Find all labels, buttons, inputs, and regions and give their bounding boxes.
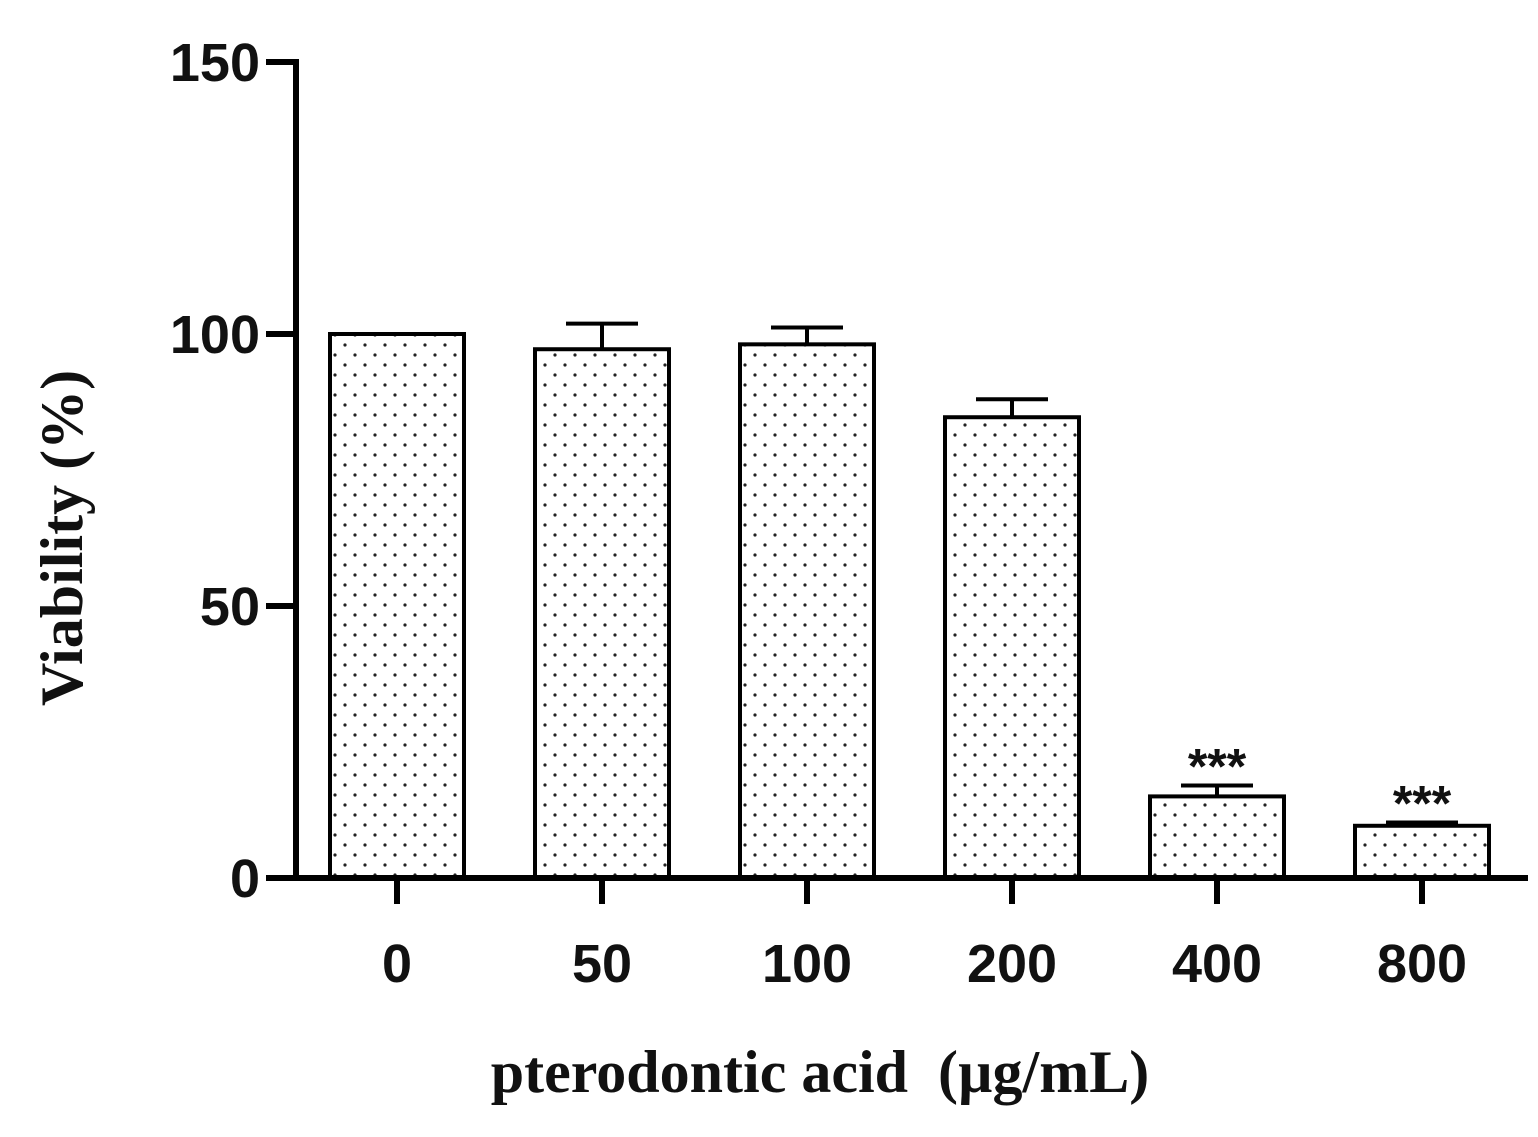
bars-layer [328,332,1491,881]
bar [1148,794,1286,881]
bar [1353,823,1491,880]
error-bars-layer [566,321,1458,826]
bar [328,332,466,880]
y-tick-label: 50 [200,577,260,637]
y-tick-label: 150 [170,33,260,93]
bar [738,342,876,880]
x-tick-label: 400 [1172,934,1262,994]
y-ticks-layer: 0 50 100 150 [170,33,296,909]
x-axis-title: pterodontic acid (µg/mL) [491,1039,1149,1105]
significance-label: *** [1393,776,1452,832]
y-tick-label: 100 [170,305,260,365]
x-tick-label: 200 [967,934,1057,994]
x-tick-label: 100 [762,934,852,994]
x-ticks-layer: 0 50 100 200 400 800 [382,878,1467,994]
bar [943,415,1081,880]
x-tick-label: 800 [1377,934,1467,994]
significance-layer: *** *** [1188,739,1452,832]
significance-label: *** [1188,739,1247,795]
y-axis-title: Viability (%) [29,370,95,706]
x-tick-label: 50 [572,934,632,994]
x-tick-label: 0 [382,934,412,994]
bar [533,347,671,880]
y-tick-label: 0 [230,849,260,909]
